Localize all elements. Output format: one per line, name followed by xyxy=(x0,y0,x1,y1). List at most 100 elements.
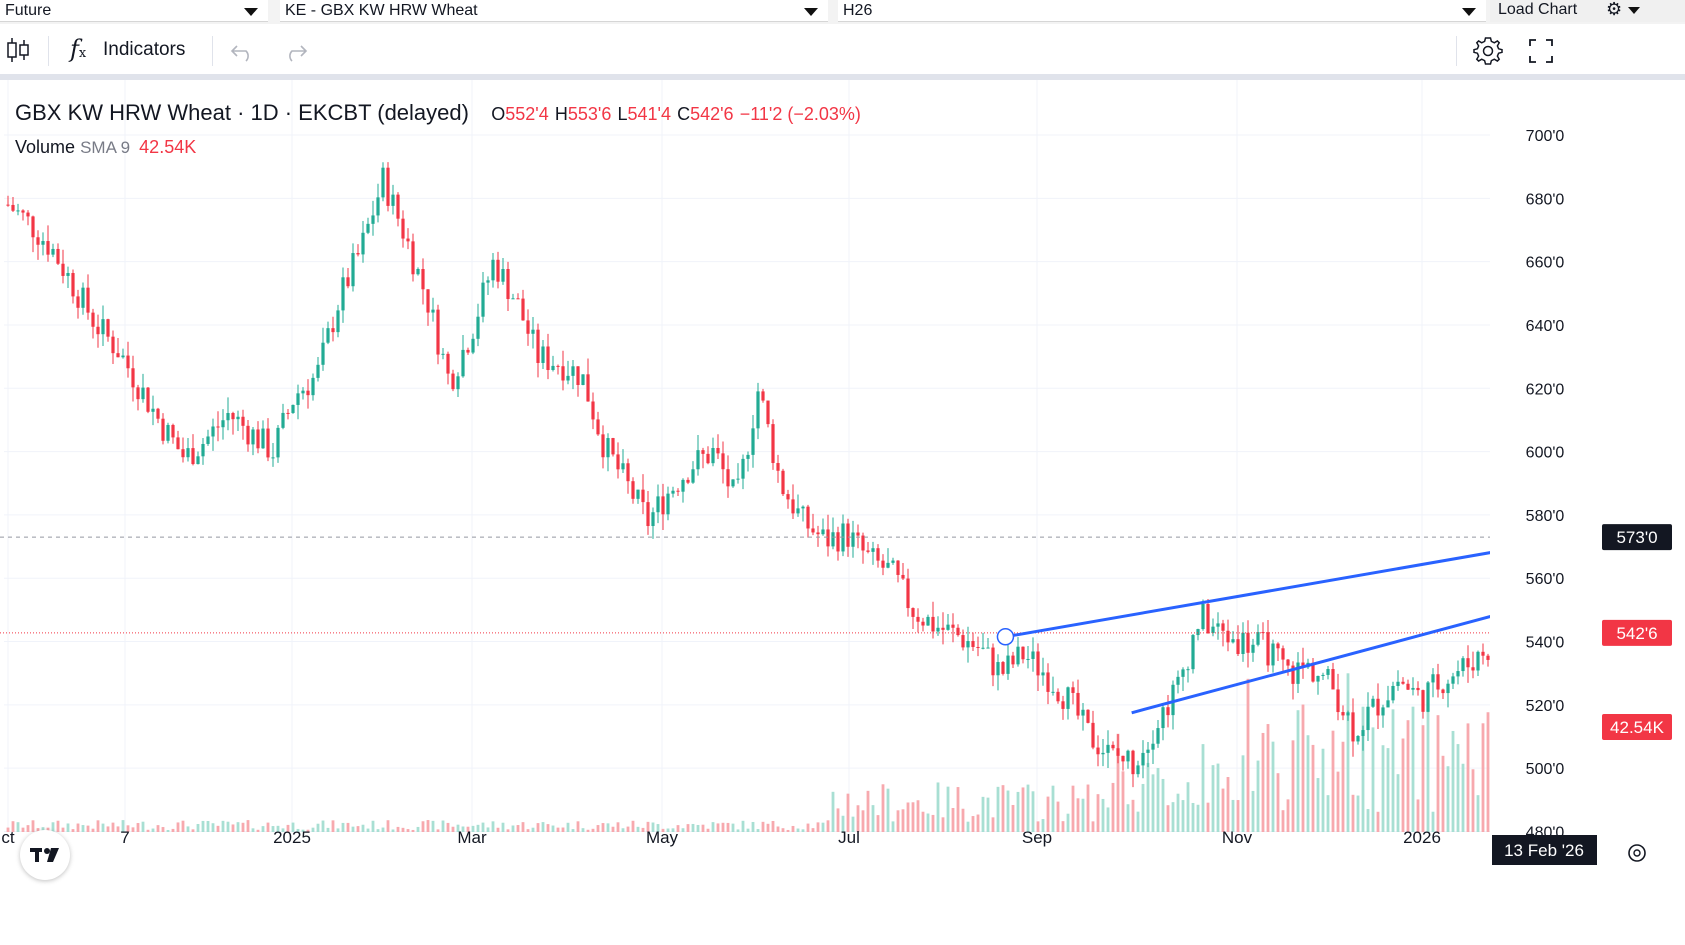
symbol-select[interactable]: KE - GBX KW HRW Wheat xyxy=(280,0,828,22)
candle-body xyxy=(1466,658,1470,668)
chart-area[interactable]: 480'0 500'0 520'0 540'0 560'0 580'0 600'0 620'0… xyxy=(0,80,1685,940)
candle-body xyxy=(271,457,275,459)
candle-body xyxy=(1431,674,1435,683)
candle-body xyxy=(521,298,525,321)
volume-bar xyxy=(466,826,470,832)
volume-bar xyxy=(831,791,835,832)
tradingview-logo[interactable] xyxy=(20,830,70,880)
candle-body xyxy=(796,508,800,514)
volume-bar xyxy=(66,823,70,832)
gear-icon[interactable]: ⚙ xyxy=(1606,0,1623,19)
candle-body xyxy=(636,489,640,499)
volume-bar xyxy=(1051,785,1055,832)
candle-body xyxy=(1391,685,1395,701)
volume-bar xyxy=(1246,678,1250,832)
candle-body xyxy=(431,309,435,313)
volume-bar xyxy=(1091,821,1095,832)
volume-legend: Volume SMA 9 42.54K xyxy=(15,137,196,158)
volume-bar xyxy=(236,822,240,832)
fullscreen-icon[interactable] xyxy=(1528,38,1554,64)
volume-bar xyxy=(421,821,425,832)
crosshair-date-bg xyxy=(1492,835,1597,865)
volume-bar xyxy=(746,828,750,832)
candle-body xyxy=(321,342,325,365)
candle-body xyxy=(536,329,540,363)
volume-bar xyxy=(621,828,625,832)
candle-body xyxy=(1031,651,1035,659)
candle-body xyxy=(686,479,690,483)
volume-bar xyxy=(166,829,170,832)
candle-body xyxy=(251,429,255,445)
month-select[interactable]: H26 xyxy=(838,0,1486,22)
chevron-down-icon xyxy=(244,8,258,16)
candle-body xyxy=(361,232,365,255)
volume-bar xyxy=(681,828,685,832)
volume-bar xyxy=(651,822,655,832)
candle-body xyxy=(781,470,785,495)
candle-body xyxy=(676,490,680,492)
price-chart[interactable]: 480'0500'0520'0540'0560'0580'0600'0620'0… xyxy=(0,80,1685,940)
volume-bar xyxy=(1211,765,1215,832)
candle-body xyxy=(691,469,695,483)
volume-bar xyxy=(976,814,980,832)
candle-body xyxy=(821,529,825,535)
volume-bar xyxy=(1161,778,1165,832)
volume-bar xyxy=(276,825,280,832)
redo-icon[interactable] xyxy=(282,40,308,62)
candle-body xyxy=(941,627,945,630)
volume-bar xyxy=(1311,744,1315,832)
y-tick-label: 520'0 xyxy=(1526,698,1565,715)
volume-bar xyxy=(571,829,575,832)
volume-bar xyxy=(371,820,375,832)
candle-body xyxy=(1056,691,1060,702)
candle-body xyxy=(1346,712,1350,716)
volume-bar xyxy=(991,817,995,832)
upper-trendline xyxy=(1005,535,1581,639)
volume-bar xyxy=(776,826,780,832)
volume-bar xyxy=(1346,673,1350,832)
contract-type-select[interactable]: Future xyxy=(0,0,268,22)
volume-bar xyxy=(51,822,55,832)
y-tick-label: 540'0 xyxy=(1526,635,1565,652)
candle-body xyxy=(1396,681,1400,686)
volume-bar xyxy=(301,829,305,832)
chevron-down-icon[interactable] xyxy=(1628,7,1640,14)
settings-icon[interactable] xyxy=(1473,35,1503,65)
volume-bar xyxy=(731,823,735,832)
volume-bar xyxy=(931,814,935,832)
x-tick-label: May xyxy=(646,828,679,847)
volume-bar xyxy=(91,828,95,832)
volume-bar xyxy=(1366,809,1370,832)
volume-bar xyxy=(1476,795,1480,832)
candle-body xyxy=(766,400,770,425)
volume-bar xyxy=(1201,744,1205,832)
volume-bar xyxy=(331,820,335,832)
candle-body xyxy=(671,490,675,494)
candle-body xyxy=(1201,603,1205,630)
time-axis xyxy=(0,832,1685,940)
indicators-label: Indicators xyxy=(103,39,186,60)
close-label: C xyxy=(677,104,691,124)
candle-body xyxy=(476,316,480,339)
volume-bar xyxy=(1226,777,1230,832)
candle-body xyxy=(1291,665,1295,684)
volume-bar xyxy=(296,828,300,832)
candle-body xyxy=(871,548,875,552)
candle-body xyxy=(281,412,285,428)
volume-bar xyxy=(1341,741,1345,832)
candle-body xyxy=(946,624,950,630)
candle-body xyxy=(1386,700,1390,708)
candle-body xyxy=(1151,743,1155,750)
y-tick-label: 680'0 xyxy=(1526,191,1565,208)
volume-bar xyxy=(856,805,860,832)
volume-bar xyxy=(781,828,785,832)
undo-icon[interactable] xyxy=(230,40,256,62)
volume-bar xyxy=(11,821,15,832)
volume-bar xyxy=(1136,811,1140,832)
volume-bar xyxy=(1041,819,1045,832)
load-chart-button[interactable]: Load Chart ⚙ xyxy=(1490,0,1685,22)
candles-icon[interactable] xyxy=(6,36,30,64)
volume-bar xyxy=(846,793,850,832)
volume-bar xyxy=(516,825,520,832)
volume-bar xyxy=(1291,740,1295,832)
